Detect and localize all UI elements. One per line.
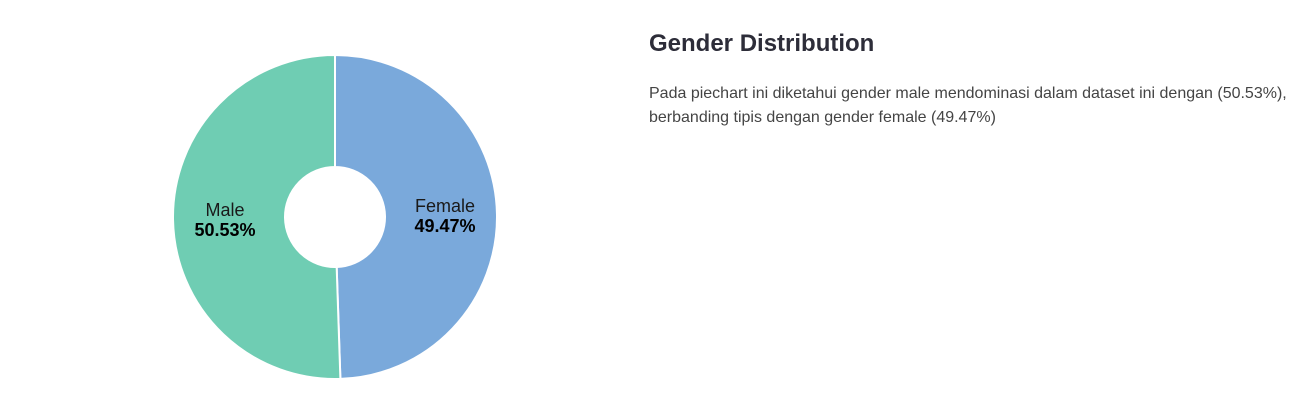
panel-description: Pada piechart ini diketahui gender male … (649, 85, 1287, 126)
panel-title: Gender Distribution (649, 30, 875, 57)
slice-label-male: Male (206, 200, 245, 220)
description-panel: Gender Distribution Pada piechart ini di… (649, 30, 1289, 130)
slice-male[interactable] (172, 53, 342, 380)
slice-value-female: 49.47% (414, 216, 475, 236)
gender-donut-chart: Female 49.47% Male 50.53% (0, 0, 640, 400)
slice-value-male: 50.53% (194, 220, 255, 240)
slice-label-female: Female (415, 196, 475, 216)
slice-female[interactable] (334, 53, 498, 380)
